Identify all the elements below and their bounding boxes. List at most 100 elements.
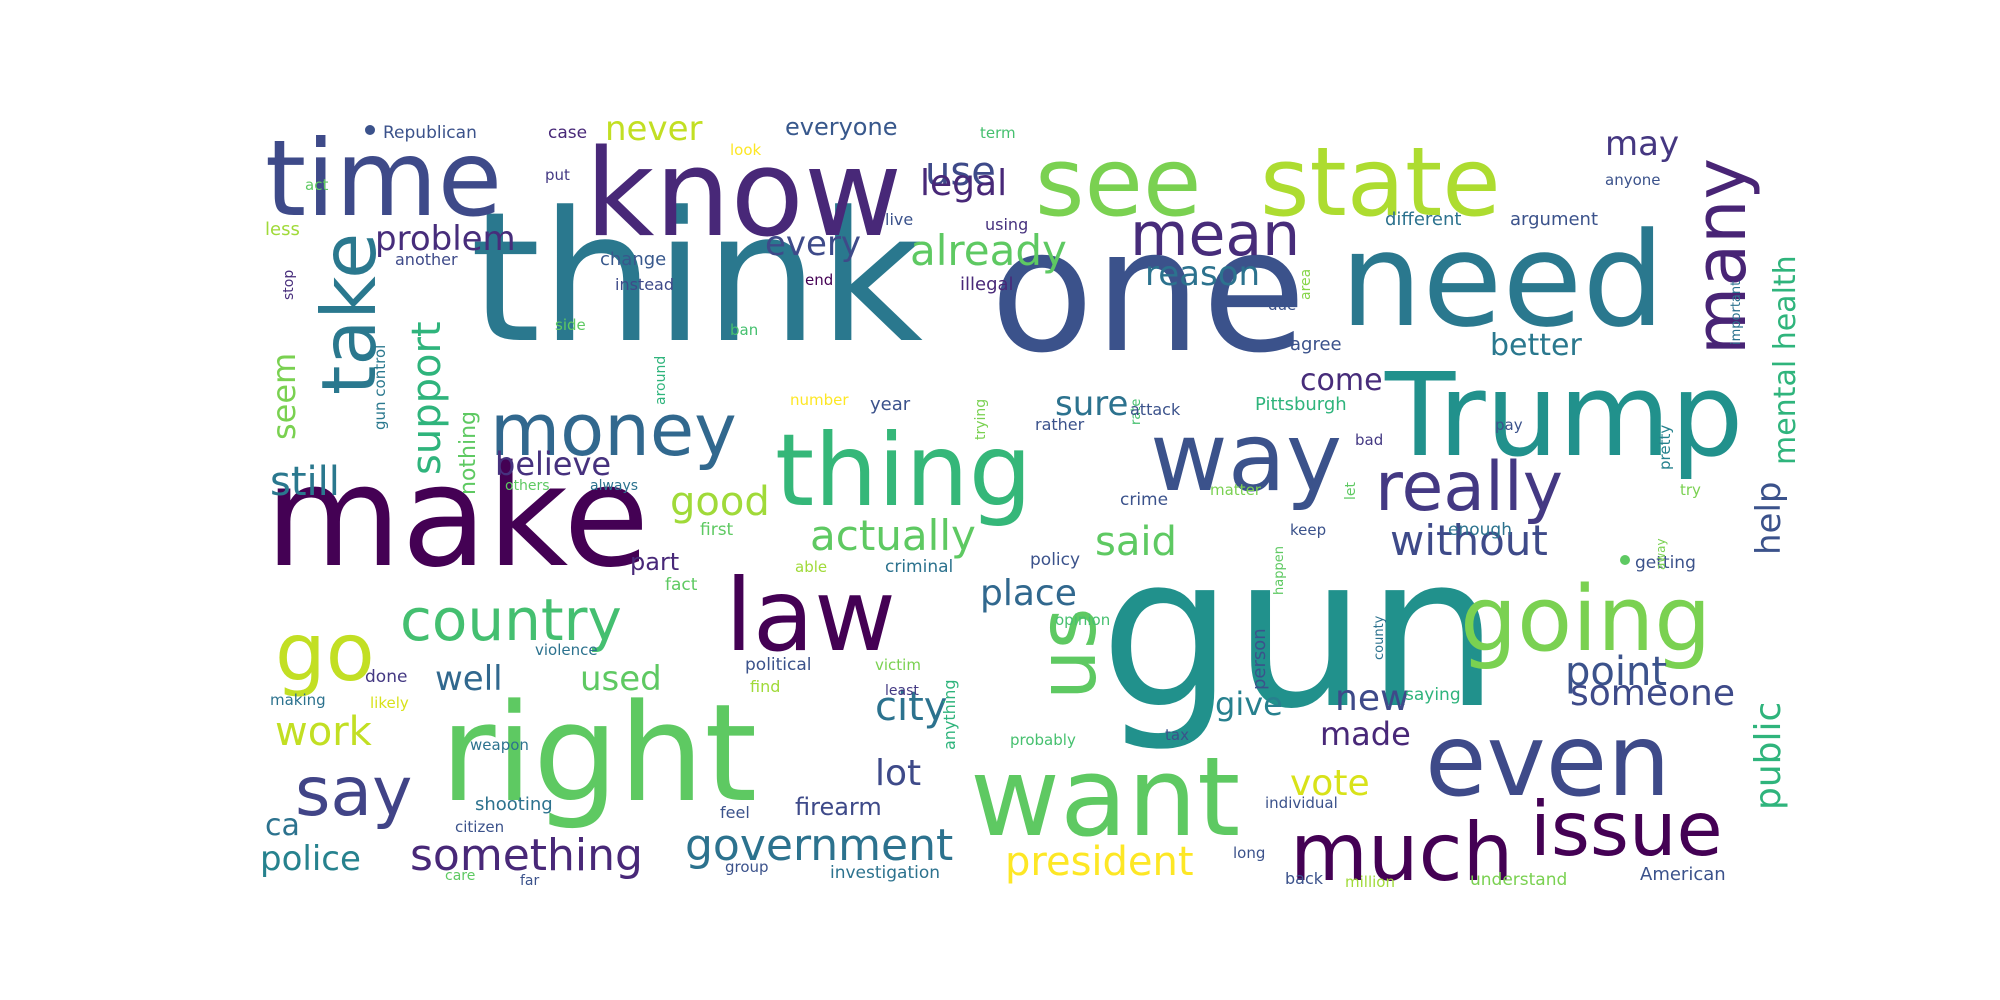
word-saying: saying — [1405, 685, 1461, 705]
word-able: able — [795, 558, 827, 576]
word-due: due — [1268, 296, 1296, 314]
word-may: may — [1605, 124, 1679, 164]
word-others: others — [505, 478, 550, 494]
word-making: making — [270, 691, 326, 709]
word-change: change — [600, 249, 666, 270]
word-happen: happen — [1272, 546, 1287, 595]
word-never: never — [605, 109, 703, 149]
word-weapon: weapon — [470, 736, 529, 754]
word-support: support — [404, 321, 450, 475]
word-give: give — [1215, 685, 1283, 723]
word-new: new — [1335, 678, 1409, 719]
word-thing: thing — [775, 412, 1032, 529]
word-pittsburgh: Pittsburgh — [1255, 394, 1347, 415]
word-better: better — [1490, 328, 1582, 363]
word-political: political — [745, 655, 812, 675]
word-case: case — [548, 123, 587, 143]
word-without: without — [1390, 516, 1548, 565]
word-back: back — [1285, 869, 1324, 888]
word-argument: argument — [1510, 209, 1598, 230]
word-city: city — [875, 684, 947, 730]
word-care: care — [445, 868, 475, 884]
word-seem: seem — [265, 353, 303, 440]
word-pay: pay — [1495, 416, 1523, 434]
word-every: every — [765, 224, 861, 264]
word-first: first — [700, 520, 734, 540]
word-really: really — [1375, 448, 1563, 527]
word-know: know — [585, 125, 902, 264]
word-way: way — [1150, 403, 1342, 513]
word-gun-control: gun control — [371, 345, 389, 430]
word-go: go — [275, 606, 375, 699]
word-policy: policy — [1030, 550, 1080, 570]
word-put: put — [545, 166, 570, 184]
word-million: million — [1345, 873, 1395, 891]
word-person: person — [1249, 628, 1270, 690]
word-keep: keep — [1290, 521, 1326, 539]
word-gun: gun — [1100, 510, 1500, 755]
word-agree: agree — [1290, 334, 1342, 355]
word-county: county — [1372, 615, 1387, 660]
word-even: even — [1425, 702, 1671, 819]
word-many: many — [1680, 158, 1762, 355]
word-illegal: illegal — [960, 274, 1014, 295]
word-number: number — [790, 391, 849, 409]
word-let: let — [1343, 481, 1359, 500]
word-done: done — [365, 667, 407, 687]
word-investigation: investigation — [830, 863, 940, 883]
word-believe: believe — [495, 445, 611, 483]
word-something: something — [410, 830, 643, 881]
word-rate: rate — [1129, 399, 1144, 425]
word-stop: stop — [281, 270, 297, 300]
word-group: group — [725, 858, 769, 876]
word-anyone: anyone — [1605, 171, 1661, 189]
word-legal: legal — [920, 163, 1007, 204]
word-law: law — [725, 557, 896, 674]
word-going: going — [1460, 567, 1711, 672]
dot-mark-1 — [365, 125, 375, 135]
word-pretty: pretty — [1656, 425, 1674, 470]
word-less: less — [265, 219, 300, 240]
word-enough: enough — [1448, 520, 1512, 540]
word-term: term — [980, 124, 1016, 142]
word-feel: feel — [720, 803, 750, 822]
word-well: well — [435, 659, 503, 699]
word-firearm: firearm — [795, 793, 882, 821]
word-everyone: everyone — [785, 113, 897, 141]
word-made: made — [1320, 715, 1411, 753]
word-part: part — [630, 548, 679, 576]
word-trump: Trump — [1384, 349, 1744, 483]
word-said: said — [1095, 519, 1177, 565]
word-police: police — [260, 839, 361, 879]
word-problem: problem — [375, 219, 516, 259]
word-use: use — [925, 149, 996, 195]
word-republican: Republican — [383, 123, 477, 143]
dot-mark-2 — [1620, 555, 1630, 565]
word-public: public — [1748, 702, 1789, 810]
word-criminal: criminal — [885, 557, 953, 577]
word-long: long — [1233, 844, 1265, 862]
word-president: president — [1005, 839, 1194, 885]
word-time: time — [265, 118, 502, 240]
word-rather: rather — [1035, 415, 1085, 434]
word-likely: likely — [370, 694, 409, 712]
word-fact: fact — [665, 575, 698, 595]
word-act: act — [305, 176, 328, 194]
word-shooting: shooting — [475, 794, 553, 815]
word-much: much — [1290, 806, 1513, 899]
word-crime: crime — [1120, 490, 1168, 510]
word-already: already — [910, 226, 1067, 275]
word-ca: ca — [265, 808, 300, 843]
word-trying: trying — [973, 399, 989, 440]
word-make: make — [265, 436, 649, 599]
word-government: government — [685, 820, 953, 871]
word-actually: actually — [810, 511, 976, 560]
word-victim: victim — [875, 656, 921, 674]
word-find: find — [750, 677, 780, 696]
word-tax: tax — [1165, 726, 1189, 744]
word-issue: issue — [1530, 785, 1723, 873]
word-area: area — [1298, 269, 1314, 300]
word-see: see — [1035, 128, 1201, 238]
word-one: one — [990, 193, 1306, 391]
